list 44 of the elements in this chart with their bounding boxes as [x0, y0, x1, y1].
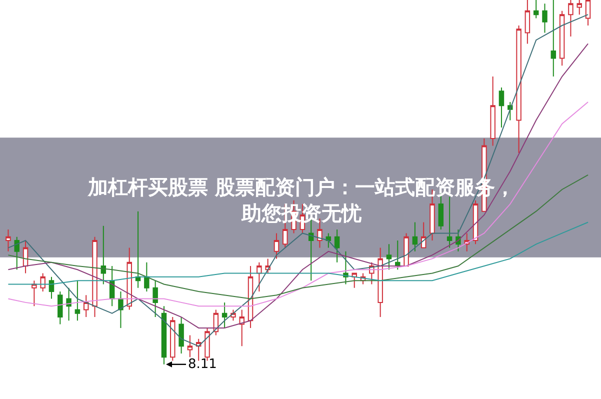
candlestick	[118, 291, 124, 328]
candlestick	[152, 280, 158, 318]
candlestick	[412, 222, 418, 252]
candlestick	[187, 334, 193, 358]
candlestick	[378, 247, 383, 318]
candlestick	[420, 222, 426, 248]
candlestick	[256, 262, 262, 292]
candlestick	[92, 236, 98, 318]
candlestick	[222, 302, 228, 328]
candlestick	[6, 229, 11, 252]
candlestick	[48, 276, 54, 300]
candlestick	[100, 225, 106, 285]
candlestick	[40, 272, 46, 292]
candlestick	[446, 196, 452, 248]
candlestick	[542, 3, 548, 34]
candlestick	[533, 0, 539, 19]
candlestick	[66, 287, 72, 322]
candlestick	[14, 236, 20, 270]
candlestick	[559, 10, 565, 66]
candlestick	[274, 232, 280, 260]
candlestick	[74, 280, 80, 322]
candlestick	[550, 0, 556, 78]
candlestick	[32, 280, 37, 307]
candlestick	[58, 291, 63, 325]
candlestick	[109, 266, 115, 307]
candlestick	[144, 262, 150, 292]
candlestick	[343, 250, 348, 285]
candlestick	[83, 294, 89, 318]
candlestick	[395, 240, 400, 270]
candlestick	[498, 86, 504, 128]
candlestick	[178, 316, 184, 354]
candlestick	[161, 306, 167, 365]
candlestick	[386, 244, 392, 270]
annotation: 8.11	[188, 357, 217, 372]
candlestick	[490, 76, 496, 146]
candlestick	[516, 25, 522, 154]
candlestick	[472, 200, 478, 245]
candlestick	[326, 232, 332, 248]
candlestick	[239, 309, 244, 347]
candlestick	[404, 232, 409, 266]
candlestick	[135, 210, 141, 288]
candlestick	[22, 240, 28, 274]
candlestick	[334, 229, 340, 263]
candlestick	[170, 316, 176, 362]
